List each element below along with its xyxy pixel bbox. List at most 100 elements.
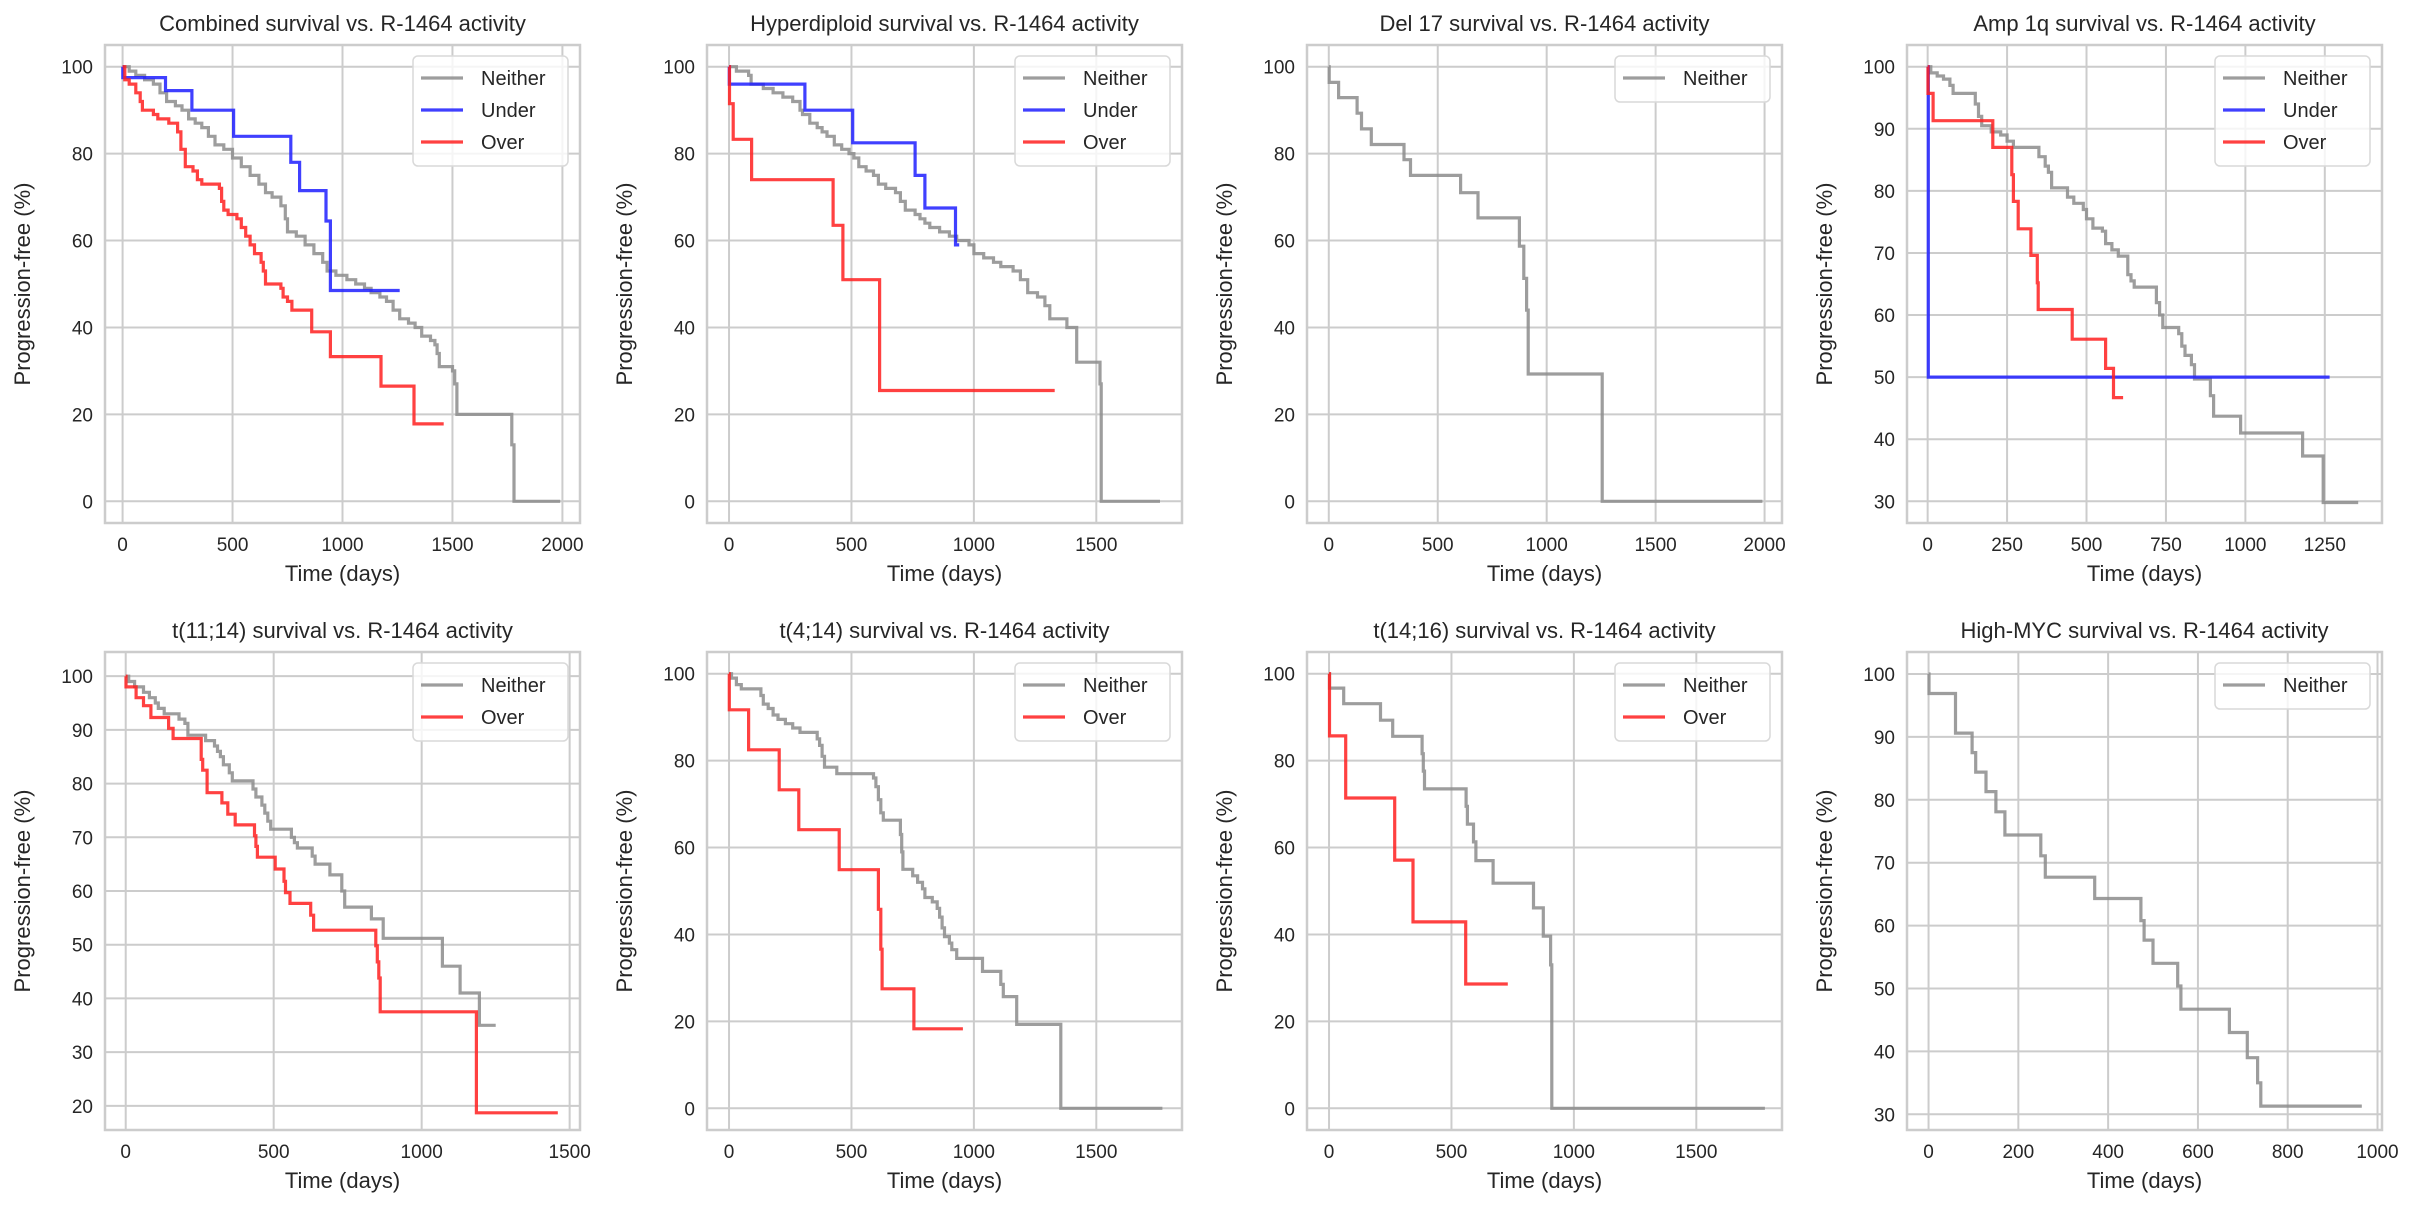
x-tick-label: 400 xyxy=(2092,1142,2124,1163)
legend-box xyxy=(1014,662,1171,742)
y-axis-label: Progression-free (%) xyxy=(1212,790,1237,993)
series-line-neither xyxy=(1327,65,1763,503)
x-tick-label: 1000 xyxy=(2224,535,2266,556)
x-tick-label: 2000 xyxy=(1743,535,1785,556)
y-tick-label: 100 xyxy=(1863,665,1895,686)
legend-label-over: Over xyxy=(1083,707,1127,729)
y-tick-label: 80 xyxy=(72,145,93,166)
legend-label-neither: Neither xyxy=(2283,675,2348,697)
y-axis-label: Progression-free (%) xyxy=(1812,183,1837,386)
legend-label-neither: Neither xyxy=(1083,675,1148,697)
y-tick-label: 100 xyxy=(1263,58,1295,79)
series-line-over xyxy=(727,672,963,1031)
legend-label-neither: Neither xyxy=(1683,675,1748,697)
y-tick-label: 30 xyxy=(1874,492,1895,513)
x-tick-label: 500 xyxy=(1436,1142,1468,1163)
x-tick-label: 0 xyxy=(724,1142,735,1163)
y-tick-label: 20 xyxy=(674,1012,695,1033)
x-tick-label: 500 xyxy=(2071,535,2103,556)
x-tick-label: 1500 xyxy=(549,1142,591,1163)
x-tick-label: 2000 xyxy=(541,535,583,556)
y-axis-label: Progression-free (%) xyxy=(10,790,35,993)
x-axis-label: Time (days) xyxy=(1487,561,1602,586)
legend-box xyxy=(2214,55,2371,167)
x-tick-label: 1500 xyxy=(1634,535,1676,556)
y-tick-label: 100 xyxy=(663,58,695,79)
x-tick-label: 1000 xyxy=(1553,1142,1595,1163)
x-tick-label: 0 xyxy=(117,535,128,556)
x-tick-label: 500 xyxy=(258,1142,290,1163)
legend-label-neither: Neither xyxy=(2283,68,2348,90)
x-tick-label: 500 xyxy=(836,535,868,556)
x-tick-label: 0 xyxy=(120,1142,131,1163)
y-tick-label: 90 xyxy=(1874,728,1895,749)
series-line-over xyxy=(124,674,558,1115)
y-tick-label: 0 xyxy=(82,492,93,513)
legend: Neither Over xyxy=(1014,662,1171,742)
y-tick-label: 0 xyxy=(1284,492,1295,513)
series-line-under xyxy=(727,65,960,247)
legend-label-over: Over xyxy=(481,707,525,729)
x-tick-label: 1000 xyxy=(953,535,995,556)
x-tick-label: 250 xyxy=(1991,535,2023,556)
legend-label-neither: Neither xyxy=(481,68,546,90)
x-tick-label: 1000 xyxy=(953,1142,995,1163)
y-tick-label: 40 xyxy=(1874,430,1895,451)
series-line-over xyxy=(1926,65,2124,400)
y-tick-label: 80 xyxy=(1274,145,1295,166)
series-line-under xyxy=(121,65,400,293)
legend: Neither xyxy=(2214,662,2371,710)
subplot-6: 0 500 1000 1500 0 20 40 60 80 100 t(4;14) survival… xyxy=(612,618,1184,1193)
x-axis-label: Time (days) xyxy=(285,1168,400,1193)
y-tick-label: 100 xyxy=(1263,665,1295,686)
y-tick-label: 80 xyxy=(1874,791,1895,812)
subplot-3: 0 500 1000 1500 2000 0 20 40 60 80 100 Del 17 survi… xyxy=(1212,11,1786,586)
legend-label-over: Over xyxy=(2283,132,2327,154)
y-tick-label: 50 xyxy=(1874,979,1895,1000)
y-tick-label: 40 xyxy=(1274,925,1295,946)
axes-frame xyxy=(103,43,582,525)
y-tick-label: 0 xyxy=(684,1099,695,1120)
y-tick-label: 20 xyxy=(674,405,695,426)
x-tick-label: 1000 xyxy=(1526,535,1568,556)
x-tick-label: 0 xyxy=(1923,1142,1934,1163)
axes-frame xyxy=(103,650,582,1132)
x-axis-label: Time (days) xyxy=(1487,1168,1602,1193)
axes-frame xyxy=(1305,650,1784,1132)
subplot-title: t(4;14) survival vs. R-1464 activity xyxy=(779,618,1109,643)
subplot-1: 0 500 1000 1500 2000 0 20 40 60 80 100 Combined sur… xyxy=(10,11,584,586)
y-tick-label: 0 xyxy=(684,492,695,513)
plot-area xyxy=(1907,652,2382,1130)
y-tick-label: 40 xyxy=(72,318,93,339)
x-tick-label: 800 xyxy=(2272,1142,2304,1163)
y-tick-label: 60 xyxy=(1274,839,1295,860)
subplot-7: 0 500 1000 1500 0 20 40 60 80 100 t(14;16) surviva… xyxy=(1212,618,1784,1193)
subplot-title: High-MYC survival vs. R-1464 activity xyxy=(1961,618,2329,643)
legend-box xyxy=(412,662,569,742)
y-tick-label: 30 xyxy=(1874,1105,1895,1126)
y-tick-label: 80 xyxy=(674,145,695,166)
legend-label-over: Over xyxy=(481,132,525,154)
x-tick-label: 1000 xyxy=(401,1142,443,1163)
x-tick-label: 600 xyxy=(2182,1142,2214,1163)
axes-frame xyxy=(705,43,1184,525)
axes-frame xyxy=(1305,43,1784,525)
legend-label-under: Under xyxy=(1083,100,1138,122)
x-tick-label: 1000 xyxy=(2356,1142,2398,1163)
y-tick-label: 50 xyxy=(72,936,93,957)
subplot-title: t(14;16) survival vs. R-1464 activity xyxy=(1373,618,1715,643)
y-tick-label: 60 xyxy=(1274,232,1295,253)
plot-area xyxy=(1307,45,1782,523)
x-tick-label: 500 xyxy=(1422,535,1454,556)
y-tick-label: 100 xyxy=(61,667,93,688)
y-tick-label: 40 xyxy=(72,989,93,1010)
y-axis-label: Progression-free (%) xyxy=(10,183,35,386)
y-axis-label: Progression-free (%) xyxy=(1812,790,1837,993)
axes-frame xyxy=(1905,43,2384,525)
legend: Neither Under Over xyxy=(2214,55,2371,167)
subplot-4: 0 250 500 750 1000 1250 30 40 50 60 70 80 90 100 Amp 1… xyxy=(1812,11,2384,586)
y-tick-label: 20 xyxy=(1274,1012,1295,1033)
legend-label-neither: Neither xyxy=(481,675,546,697)
series-line-neither xyxy=(1327,672,1765,1110)
